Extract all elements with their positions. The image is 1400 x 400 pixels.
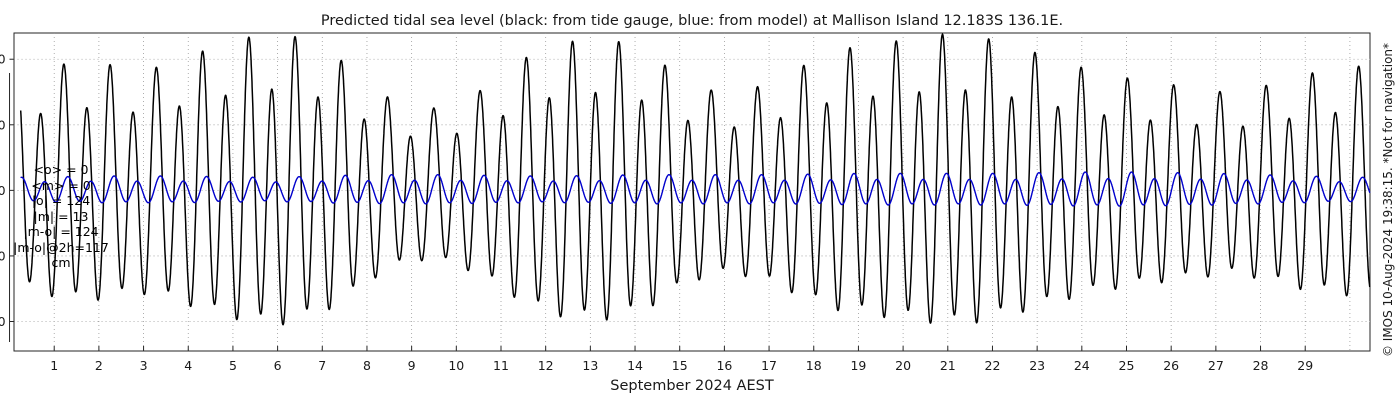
x-axis-label: September 2024 AEST	[610, 378, 774, 394]
x-tick-label: 19	[850, 358, 866, 373]
x-tick-label: 28	[1253, 358, 1269, 373]
y-tick-label: -100	[0, 248, 6, 263]
x-tick-label: 14	[627, 358, 643, 373]
y-tick-label: 0	[0, 183, 6, 198]
x-tick-label: 8	[363, 358, 371, 373]
y-tick-label: 100	[0, 117, 6, 132]
x-tick-label: 2	[95, 358, 103, 373]
statistics-panel: <o> = 0 <m> = 0 |o| = 124 |m| = 13 |m-o|…	[6, 162, 116, 271]
model-series-line	[20, 171, 1371, 207]
x-tick-label: 27	[1208, 358, 1224, 373]
plot-area	[13, 32, 1371, 352]
x-tick-label: 29	[1297, 358, 1313, 373]
stat-mean-observed: <o> = 0	[33, 162, 89, 177]
series-layer	[19, 33, 1371, 326]
x-tick-label: 13	[582, 358, 598, 373]
x-tick-label: 22	[985, 358, 1001, 373]
x-tick-label: 3	[140, 358, 148, 373]
stat-unit: cm	[51, 255, 71, 270]
x-tick-label: 5	[229, 358, 237, 373]
stat-abs-difference-2h: |m-o|@2h=117	[13, 239, 109, 255]
stat-abs-model: |m| = 13	[33, 208, 89, 224]
x-tick-label: 9	[408, 358, 416, 373]
stat-abs-observed: |o| = 124	[31, 193, 91, 208]
x-tick-label: 20	[895, 358, 911, 373]
y-tick-label: -200	[0, 314, 6, 329]
y-tick-label: 200	[0, 52, 6, 67]
x-tick-label: 24	[1074, 358, 1090, 373]
x-tick-label: 21	[940, 358, 956, 373]
stat-abs-difference: |m-o| = 124	[23, 224, 99, 239]
x-tick-label: 17	[761, 358, 777, 373]
x-tick-label: 12	[538, 358, 554, 373]
x-tick-label: 16	[716, 358, 732, 373]
x-tick-label: 23	[1029, 358, 1045, 373]
x-tick-label: 18	[806, 358, 822, 373]
x-tick-label: 10	[448, 358, 464, 373]
stat-mean-model: <m> = 0	[31, 177, 91, 193]
x-tick-label: 1	[50, 358, 58, 373]
x-tick-label: 11	[493, 358, 509, 373]
x-tick-label: 6	[274, 358, 282, 373]
axes: 1 2 3 4 5 6 7 8 9 10 11 12 13 14 15 16 17 18 19 20 21 22 23 24 2…	[0, 52, 1313, 373]
tide-gauge-series-line	[19, 33, 1371, 326]
x-tick-label: 26	[1163, 358, 1179, 373]
x-tick-label: 15	[672, 358, 688, 373]
copyright-notice: © IMOS 10-Aug-2024 19:38:15. *Not for na…	[1381, 42, 1395, 358]
x-tick-label: 4	[184, 358, 192, 373]
x-tick-label: 7	[318, 358, 326, 373]
x-tick-label: 25	[1119, 358, 1135, 373]
chart-title: Predicted tidal sea level (black: from t…	[321, 13, 1063, 29]
